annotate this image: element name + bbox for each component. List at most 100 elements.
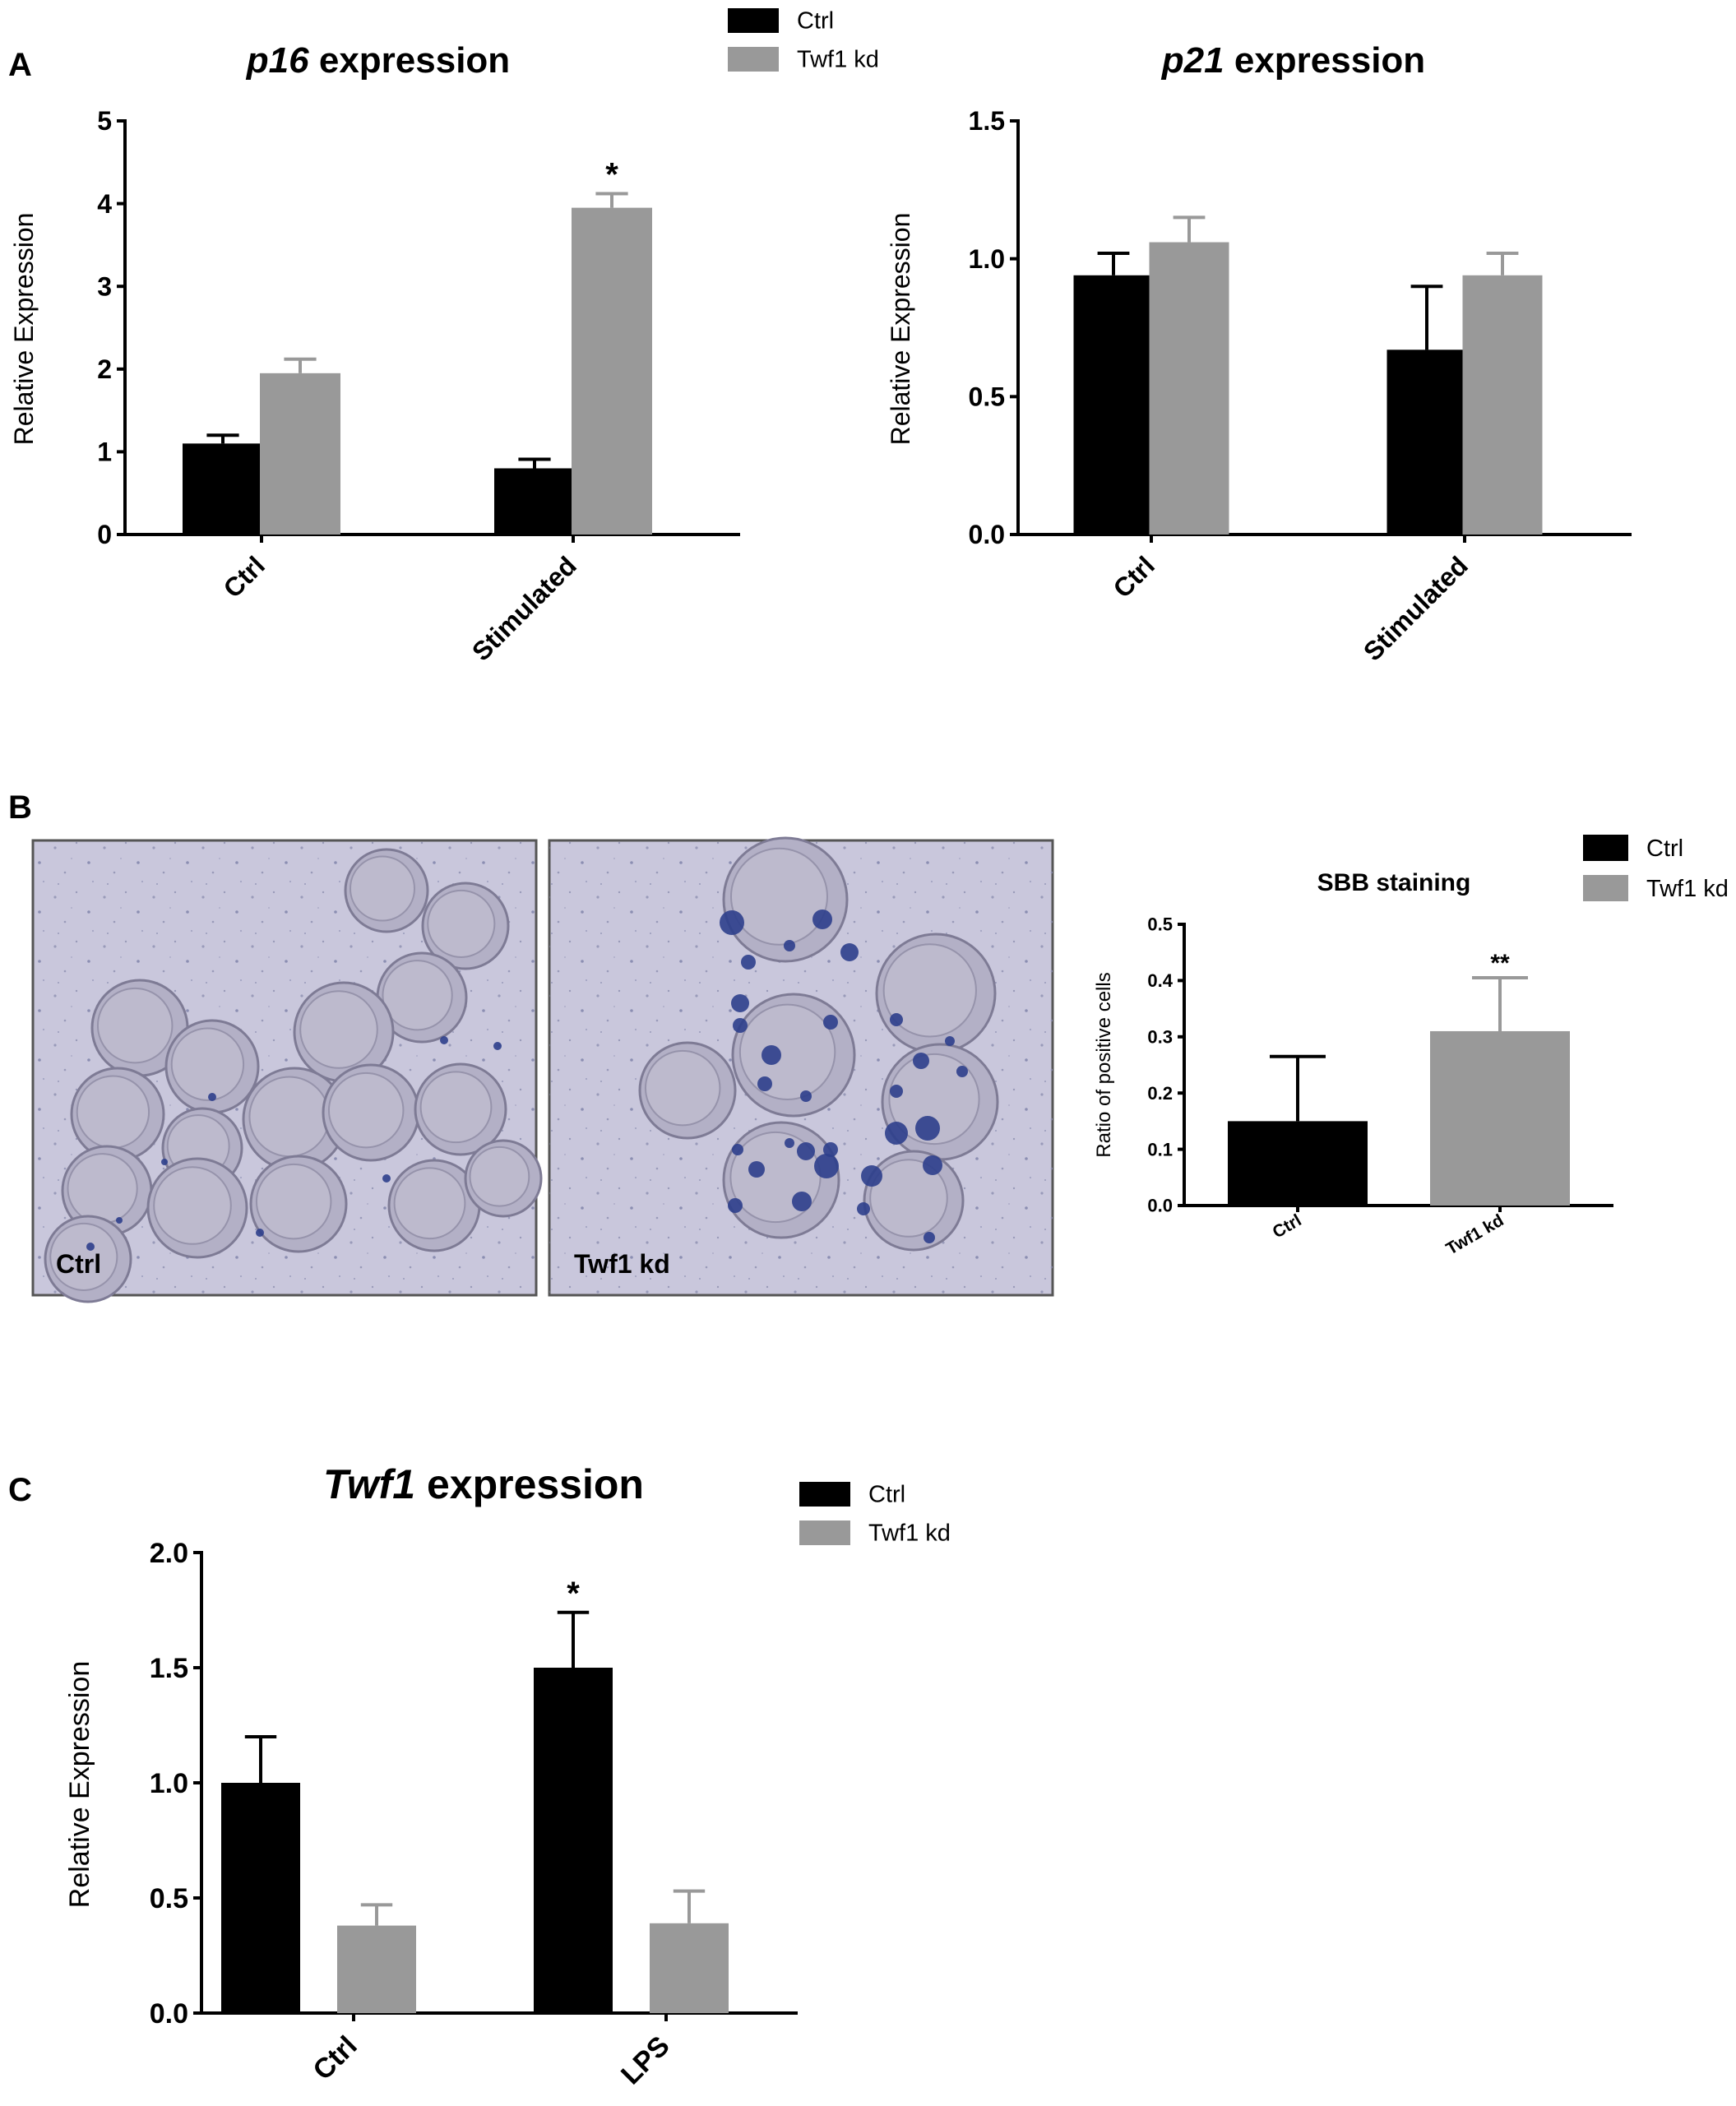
p21-y-axis-label: Relative Expression [886,213,915,446]
sbb-y-axis-label: Ratio of positive cells [1093,972,1115,1157]
lipofuscin-granule [823,1142,838,1157]
lipofuscin-granule [116,1217,123,1224]
cell-nucleus [67,1153,138,1224]
cell-nucleus [738,1003,836,1101]
lipofuscin-granule [741,955,756,970]
p16-y-axis-label: Relative Expression [9,213,39,446]
lipofuscin-granule [840,943,859,961]
twf1-chart-title: Twf1 expression [323,1461,644,1507]
lipofuscin-granule [762,1045,781,1065]
sbb-legend-swatch [1583,835,1628,861]
lipofuscin-granule [956,1066,968,1077]
twf1-kd-cells [638,836,999,1252]
p16-chart-title: p16 expression [246,40,510,81]
twf1-y-tick-label: 0.0 [150,1998,188,2030]
panel-label-c: C [8,1472,32,1508]
lipofuscin-granule [382,1174,391,1183]
twf1-y-axis-label: Relative Expression [64,1661,95,1908]
lipofuscin-granule [256,1229,264,1237]
p16-y-tick-label: 2 [97,354,112,384]
twf1-legend-label: Twf1 kd [868,1520,951,1547]
lipofuscin-granule [86,1243,95,1251]
p21-y-tick-label: 0.0 [969,520,1005,549]
sbb-bar [1228,1121,1368,1206]
cell-nucleus [299,990,378,1069]
cell-nucleus [393,1167,466,1240]
cell-nucleus [49,1222,118,1291]
twf1-expression-chart: Twf1 expression 0.0 0.5 1.0 1.5 2.0 Ctrl LPS Rel… [64,1461,951,2090]
lipofuscin-granule [493,1042,502,1050]
cell-nucleus [248,1076,331,1158]
twf1-y-tick-label: 0.5 [150,1883,188,1914]
micrograph-ctrl: Ctrl [31,839,543,1303]
lipofuscin-granule [161,1159,168,1165]
sbb-y-tick-label: 0.0 [1147,1196,1173,1216]
twf1-x-tick-label: Ctrl [307,2030,363,2086]
p16-y-tick-label: 3 [97,271,112,301]
lipofuscin-granule [823,1015,838,1030]
cell-nucleus [419,1071,493,1144]
micrograph-twf1-kd: Twf1 kd [548,836,1054,1297]
twf1-legend-swatch [799,1520,850,1545]
sbb-bar [1430,1030,1570,1206]
sbb-legend-swatch [1583,875,1628,901]
lipofuscin-granule [792,1192,812,1211]
sbb-x-tick-label: Twf1 kd [1443,1210,1507,1258]
p21-y-tick-label: 1.0 [969,244,1005,274]
sbb-significance-marker: ** [1490,950,1510,977]
micrograph-ctrl-label: Ctrl [56,1249,101,1279]
cell-nucleus [382,960,453,1031]
panel-label-b: B [8,789,32,826]
lipofuscin-granule [720,910,744,935]
p16-bar [260,373,340,535]
cell-nucleus [882,943,977,1038]
cell-nucleus [644,1049,721,1127]
lipofuscin-granule [728,1198,743,1213]
sbb-staining-chart: SBB staining 0.0 0.1 0.2 0.3 0.4 0.5 Ctrl Twf1 k… [1093,835,1729,1259]
p16-expression-chart: p16 expression 0 1 2 3 4 5 Ctrl Stimulated Relati… [9,8,879,667]
cell-nucleus [869,1159,948,1238]
p16-legend-swatch [728,8,779,33]
cell-nucleus [469,1146,530,1207]
p21-y-tick-label: 1.5 [969,106,1005,136]
lipofuscin-granule [800,1090,812,1102]
p21-x-tick-label: Ctrl [1108,550,1160,603]
lipofuscin-granule [890,1085,903,1098]
p16-x-tick-label: Ctrl [218,550,271,603]
cell-nucleus [96,987,174,1064]
sbb-y-tick-label: 0.2 [1147,1083,1173,1104]
twf1-y-tick-label: 2.0 [150,1538,188,1569]
p21-bar [1073,275,1154,535]
lipofuscin-granule [748,1161,765,1178]
p21-bar [1462,275,1543,535]
p16-legend-label: Ctrl [797,8,834,35]
sbb-y-tick-label: 0.1 [1147,1139,1173,1159]
p16-y-tick-label: 4 [97,189,112,219]
lipofuscin-granule [857,1202,870,1215]
twf1-bar [221,1783,300,2013]
lipofuscin-granule [440,1036,448,1044]
p16-y-tick-label: 1 [97,437,112,467]
twf1-significance-marker: * [567,1576,580,1612]
twf1-bar [534,1668,613,2013]
twf1-bar [337,1925,416,2013]
p21-bar [1149,242,1229,535]
cell-nucleus [427,889,496,958]
p21-chart-title: p21 expression [1161,40,1425,81]
lipofuscin-granule [208,1093,216,1101]
p16-bar [572,207,652,535]
lipofuscin-granule [924,1232,935,1243]
lipofuscin-granule [812,910,832,929]
p21-expression-chart: p21 expression 0.0 0.5 1.0 1.5 Ctrl Stimulated… [886,40,1632,667]
lipofuscin-granule [923,1155,942,1175]
p16-bar [183,443,263,535]
lipofuscin-granule [890,1013,903,1026]
lipofuscin-granule [915,1116,940,1141]
cell-nucleus [730,847,828,946]
lipofuscin-granule [861,1165,882,1187]
twf1-x-tick-label: LPS [615,2030,676,2091]
lipofuscin-granule [913,1053,929,1069]
p16-x-tick-label: Stimulated [466,550,582,666]
cell-nucleus [327,1072,405,1149]
